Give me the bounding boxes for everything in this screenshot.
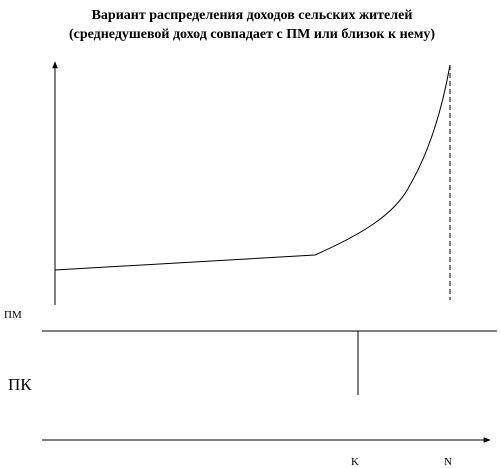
k-label: K: [351, 456, 359, 468]
title-line-1: Вариант распределения доходов сельских ж…: [92, 8, 413, 23]
income-curve: [54, 64, 451, 271]
pk-label: ПК: [8, 375, 32, 394]
title-line-2: (среднедушевой доход совпадает с ПМ или …: [69, 27, 435, 42]
pm-label: ПМ: [4, 309, 22, 321]
n-label: N: [444, 456, 452, 468]
